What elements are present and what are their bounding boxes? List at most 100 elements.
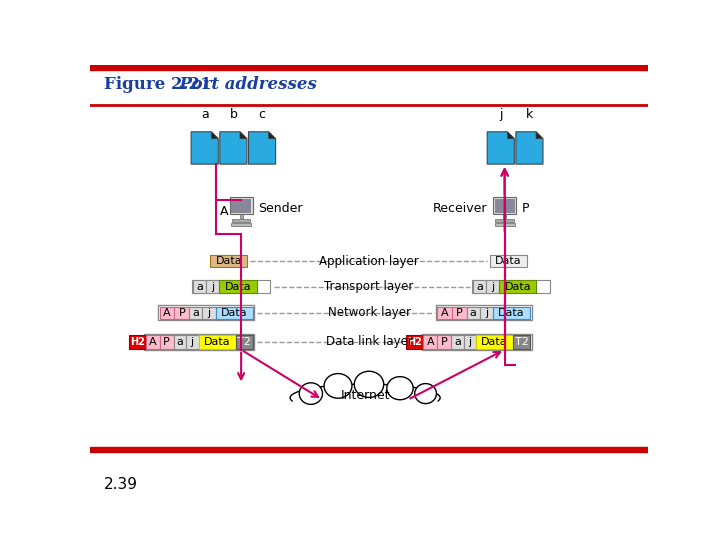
Bar <box>280 402 451 427</box>
Bar <box>495 199 515 213</box>
Polygon shape <box>211 132 218 139</box>
Text: Data: Data <box>225 281 251 292</box>
Bar <box>232 219 251 222</box>
Polygon shape <box>191 132 218 164</box>
Text: Data: Data <box>498 308 525 318</box>
Text: Figure 2.21: Figure 2.21 <box>104 76 212 92</box>
Bar <box>423 335 437 349</box>
Ellipse shape <box>300 383 323 404</box>
Bar <box>486 280 499 293</box>
Bar <box>451 335 464 349</box>
Bar <box>231 199 251 213</box>
Text: T2: T2 <box>515 337 528 347</box>
Ellipse shape <box>324 374 352 398</box>
Text: b: b <box>230 108 238 121</box>
Bar <box>90 65 648 70</box>
Text: A: A <box>149 337 156 347</box>
Text: a: a <box>176 337 184 347</box>
Text: Data: Data <box>215 256 242 266</box>
Text: Application layer: Application layer <box>319 255 419 268</box>
Text: a: a <box>470 308 477 318</box>
Bar <box>174 307 189 319</box>
Text: a: a <box>476 281 483 292</box>
Text: j: j <box>468 337 472 347</box>
Text: Internet: Internet <box>341 389 390 402</box>
Ellipse shape <box>292 387 438 417</box>
Text: Network layer: Network layer <box>328 306 410 319</box>
Bar <box>230 197 253 214</box>
Text: j: j <box>211 281 215 292</box>
Bar <box>499 280 536 293</box>
Text: A: A <box>163 308 171 318</box>
Text: Data: Data <box>204 337 230 347</box>
Bar <box>422 334 532 350</box>
Ellipse shape <box>354 372 384 397</box>
Bar <box>199 335 235 349</box>
Bar <box>192 280 270 294</box>
Bar <box>480 307 493 319</box>
Bar <box>160 307 174 319</box>
Polygon shape <box>248 132 276 164</box>
Bar <box>467 307 480 319</box>
Text: Data: Data <box>495 256 522 266</box>
Text: A: A <box>441 308 449 318</box>
Polygon shape <box>516 132 543 164</box>
Text: Receiver: Receiver <box>433 201 487 214</box>
Bar <box>240 214 243 218</box>
Bar <box>513 335 530 349</box>
Bar <box>476 335 513 349</box>
Bar <box>210 255 248 267</box>
Ellipse shape <box>387 377 413 400</box>
Text: a: a <box>201 108 209 121</box>
Text: 2.39: 2.39 <box>104 477 138 492</box>
Text: Data: Data <box>481 337 508 347</box>
Polygon shape <box>269 132 276 139</box>
Text: Data link layer: Data link layer <box>325 335 413 348</box>
Text: j: j <box>207 308 210 318</box>
Text: j: j <box>191 337 194 347</box>
Polygon shape <box>508 132 514 139</box>
Text: Data: Data <box>221 308 248 318</box>
Bar <box>189 307 202 319</box>
Bar <box>436 305 532 320</box>
Ellipse shape <box>415 383 436 403</box>
Bar <box>406 335 423 349</box>
Text: P: P <box>456 308 463 318</box>
Bar <box>145 335 160 349</box>
Bar <box>452 307 467 319</box>
Text: T2: T2 <box>238 337 251 347</box>
Text: a: a <box>454 337 461 347</box>
Bar <box>437 335 451 349</box>
Bar <box>215 307 253 319</box>
Ellipse shape <box>290 384 440 411</box>
Bar <box>231 222 251 226</box>
Bar <box>472 280 549 294</box>
Polygon shape <box>240 132 247 139</box>
Text: j: j <box>499 108 503 121</box>
Text: Sender: Sender <box>258 201 302 214</box>
Bar <box>158 305 254 320</box>
Text: A: A <box>426 337 434 347</box>
Bar <box>144 334 254 350</box>
Bar <box>160 335 174 349</box>
Text: j: j <box>485 308 488 318</box>
Bar <box>495 219 514 222</box>
Bar <box>129 335 145 349</box>
Polygon shape <box>220 132 247 164</box>
Text: c: c <box>258 108 266 121</box>
Bar <box>437 307 452 319</box>
Bar <box>495 222 515 226</box>
Text: Port addresses: Port addresses <box>168 76 316 92</box>
Text: Transport layer: Transport layer <box>324 280 414 293</box>
Text: k: k <box>526 108 533 121</box>
Text: H2: H2 <box>408 337 422 347</box>
Text: P: P <box>441 337 448 347</box>
Text: j: j <box>491 281 494 292</box>
Bar <box>174 335 186 349</box>
Text: P: P <box>522 201 529 214</box>
Polygon shape <box>536 132 543 139</box>
Bar <box>206 280 220 293</box>
Text: P: P <box>179 308 185 318</box>
Bar <box>220 280 256 293</box>
Bar <box>193 280 206 293</box>
